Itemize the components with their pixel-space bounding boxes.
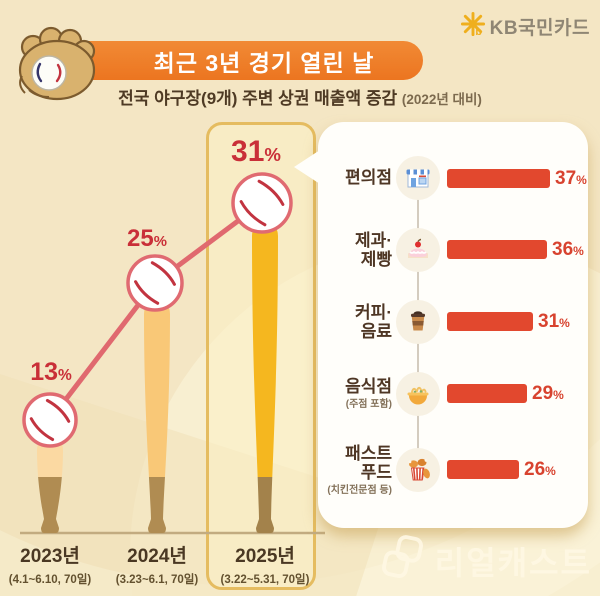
realcast-logo-icon (378, 535, 428, 586)
category-label: 제과· 제빵 (355, 230, 392, 269)
subtitle: 전국 야구장(9개) 주변 상권 매출액 증감 (2022년 대비) (0, 84, 600, 109)
category-value: 36% (552, 239, 584, 261)
page-title: 최근 3년 경기 열린 날 (153, 49, 375, 76)
highlight-2025-box (206, 122, 316, 590)
coffee-beverage-icon (396, 299, 440, 344)
category-bar (447, 384, 527, 404)
category-row: 제과· 제빵 36% (330, 227, 584, 272)
category-bar-zone: 31% (447, 311, 570, 333)
category-value: 37% (555, 167, 587, 189)
fastfood-icon (396, 447, 440, 492)
svg-text:b: b (475, 26, 482, 37)
category-bar (447, 168, 550, 188)
category-value: 26% (524, 459, 556, 481)
category-bar-zone: 36% (447, 239, 584, 261)
category-label: 음식점 (주점 포함) (330, 377, 392, 410)
subtitle-note: (2022년 대비) (401, 92, 482, 107)
category-row: 음식점 (주점 포함) 29% (330, 371, 578, 416)
category-row: 편의점 37% (330, 156, 587, 200)
baseball-glove-icon (9, 20, 103, 104)
category-note: (주점 포함) (345, 399, 392, 411)
category-bar-zone: 26% (447, 459, 556, 481)
title-banner: 최근 3년 경기 열린 날 (57, 41, 423, 80)
subtitle-main: 전국 야구장(9개) 주변 상권 매출액 증감 (118, 89, 398, 108)
category-note: (치킨전문점 등) (327, 484, 392, 496)
category-label: 편의점 (345, 168, 392, 188)
bubble-pointer (294, 150, 320, 184)
category-bar (447, 460, 519, 480)
category-row: 패스트 푸드 (치킨전문점 등) 26% (327, 444, 578, 496)
category-panel: 편의점 37% 제과· 제빵 36% 커피· 음료 (294, 122, 588, 528)
restaurant-icon (396, 371, 440, 416)
bakery-icon (396, 227, 440, 272)
category-value: 31% (538, 311, 570, 333)
category-label: 패스트 푸드 (치킨전문점 등) (327, 444, 392, 496)
category-value: 29% (532, 383, 564, 405)
category-label: 커피· 음료 (355, 302, 392, 341)
category-bar (447, 312, 533, 332)
category-bar-zone: 29% (447, 383, 564, 405)
watermark-text: 리얼캐스트 (434, 544, 592, 581)
kb-logo: b KB국민카드 (460, 11, 590, 42)
watermark: 리얼캐스트 (378, 535, 592, 586)
kb-star-icon: b (460, 11, 486, 42)
category-bar (447, 240, 547, 260)
category-bar-zone: 37% (447, 167, 587, 189)
convenience-store-icon (396, 156, 440, 200)
category-row: 커피· 음료 31% (330, 299, 578, 344)
kb-logo-text: KB국민카드 (489, 18, 590, 39)
